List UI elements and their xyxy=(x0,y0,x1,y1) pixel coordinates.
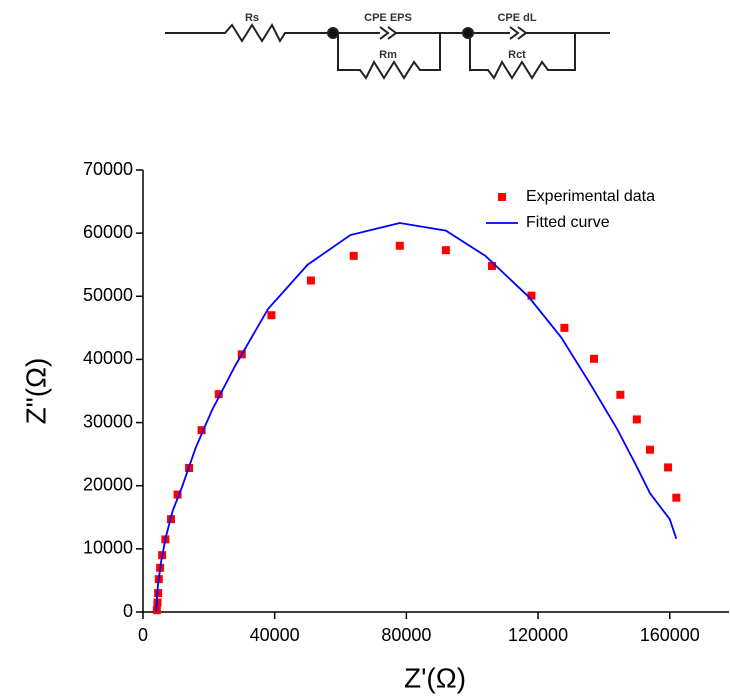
data-point xyxy=(306,276,315,285)
fitted-line xyxy=(155,222,678,613)
circuit-label: CPE dL xyxy=(497,12,536,24)
legend-label: Fitted curve xyxy=(526,214,610,231)
y-tick-label: 70000 xyxy=(83,159,133,179)
data-point xyxy=(632,415,641,424)
wire xyxy=(165,22,380,44)
x-tick-label: 0 xyxy=(138,625,148,645)
node xyxy=(327,27,339,39)
wire xyxy=(337,32,441,80)
wire xyxy=(469,33,576,80)
data-point xyxy=(267,311,276,320)
circuit-label: Rct xyxy=(508,49,526,61)
x-axis-title: Z'(Ω) xyxy=(404,662,466,693)
y-axis-title: Z"(Ω) xyxy=(20,358,51,425)
node xyxy=(462,27,474,39)
data-point xyxy=(173,490,182,499)
data-point xyxy=(527,291,536,300)
y-tick-label: 50000 xyxy=(83,285,133,305)
y-tick-label: 60000 xyxy=(83,222,133,242)
data-point xyxy=(349,251,358,260)
data-point xyxy=(616,390,625,399)
data-point xyxy=(214,390,223,399)
x-tick-label: 120000 xyxy=(508,625,568,645)
data-point xyxy=(197,426,206,435)
data-point xyxy=(487,261,496,270)
data-point xyxy=(395,241,404,250)
circuit-label: Rm xyxy=(379,49,397,61)
data-point xyxy=(664,463,673,472)
y-tick-label: 40000 xyxy=(83,348,133,368)
y-tick-label: 30000 xyxy=(83,411,133,431)
data-point xyxy=(441,246,450,255)
data-point xyxy=(560,323,569,332)
circuit-label: CPE EPS xyxy=(364,12,412,24)
y-tick-label: 0 xyxy=(123,601,133,621)
x-tick-label: 40000 xyxy=(250,625,300,645)
y-tick-label: 10000 xyxy=(83,538,133,558)
circuit-label: Rs xyxy=(245,12,259,24)
x-tick-label: 160000 xyxy=(640,625,700,645)
cpe xyxy=(379,26,390,40)
x-tick-label: 80000 xyxy=(381,625,431,645)
legend-label: Experimental data xyxy=(526,188,655,205)
y-tick-label: 20000 xyxy=(83,474,133,494)
data-point xyxy=(672,493,681,502)
data-point xyxy=(590,354,599,363)
legend-marker xyxy=(498,193,506,201)
data-point xyxy=(645,445,654,454)
cpe xyxy=(509,26,520,40)
circuit xyxy=(165,22,610,80)
